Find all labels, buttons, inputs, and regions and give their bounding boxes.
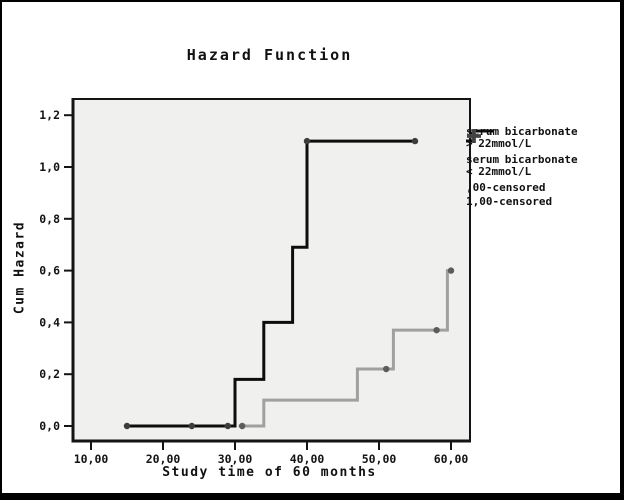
x-tick-label: 10,00	[74, 452, 109, 466]
legend-item: 1,00-censored	[466, 129, 620, 208]
legend-item-label: serum bicarbonate < 22mmol/L	[466, 153, 578, 178]
legend-item-label: serum bicarbonate > 22mmol/L	[466, 125, 578, 150]
hazard-curve-lt22	[127, 139, 415, 428]
legend-item: ,00-censored	[466, 129, 620, 194]
y-tick-label: 0,4	[39, 315, 60, 329]
legend-item-label: 1,00-censored	[466, 194, 553, 208]
y-tick-label: 1,2	[39, 108, 60, 122]
censored-dot-group1	[123, 422, 131, 430]
y-tick-label: 0,0	[39, 419, 60, 433]
legend-censored-cross-icon	[467, 129, 481, 143]
hazard-curve-gt22	[238, 269, 451, 428]
censored-dot-group0	[239, 422, 246, 430]
censored-dot-group1	[224, 422, 231, 430]
censored-dot-group0	[383, 365, 390, 373]
legend: serum bicarbonate > 22mmol/L serum bicarb…	[466, 125, 620, 209]
y-tick-label: 0,8	[39, 212, 60, 226]
x-tick-label: 50,00	[362, 452, 397, 466]
x-tick-label: 20,00	[146, 452, 181, 466]
censored-dot-group1	[188, 422, 195, 430]
censored-dot-group1	[303, 137, 311, 145]
x-tick-label: 30,00	[218, 452, 253, 466]
y-tick-label: 0,2	[39, 367, 60, 381]
chart-title: Hazard Function	[186, 46, 353, 64]
y-tick-label: 0,6	[39, 264, 60, 278]
legend-item: serum bicarbonate < 22mmol/L	[466, 129, 620, 178]
y-tick-label: 1,0	[39, 160, 60, 174]
x-tick-label: 60,00	[434, 452, 469, 466]
x-axis-title: Study time of 60 months	[162, 465, 377, 480]
censored-dot-group0	[447, 267, 455, 274]
chart-plot-area	[73, 99, 470, 441]
y-axis-title: Cum Hazard	[12, 220, 28, 315]
legend-item-label: ,00-censored	[466, 181, 546, 194]
x-tick-label: 40,00	[290, 452, 325, 466]
censored-dot-group1	[411, 137, 419, 145]
censored-dot-group0	[433, 326, 440, 334]
